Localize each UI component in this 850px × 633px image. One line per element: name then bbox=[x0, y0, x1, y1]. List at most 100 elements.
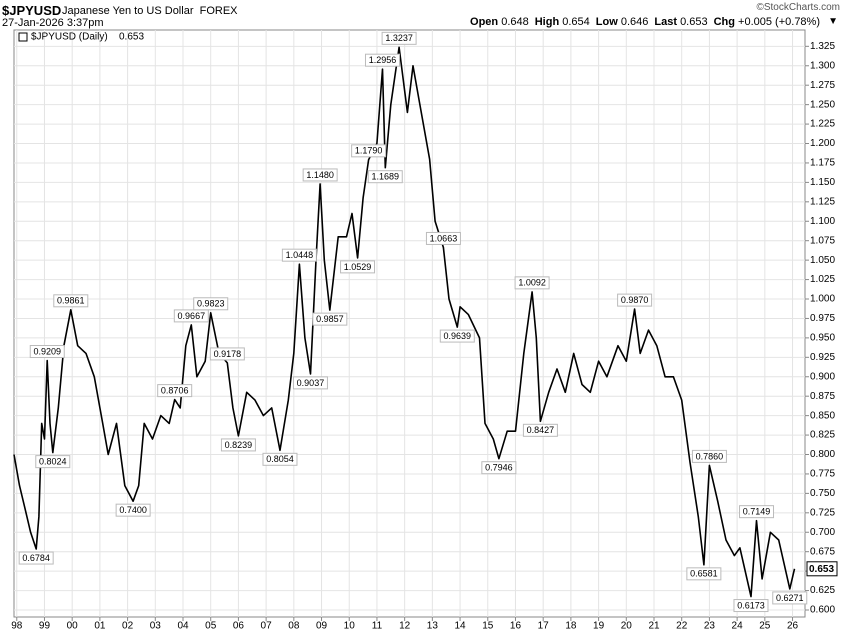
annotation-label: 1.1480 bbox=[306, 170, 334, 180]
x-tick-label: 05 bbox=[205, 621, 217, 632]
y-tick-label: 1.225 bbox=[810, 119, 835, 130]
annotation-box bbox=[351, 144, 387, 158]
annotation-box bbox=[292, 376, 328, 390]
annotation-label: 0.7149 bbox=[743, 507, 771, 517]
annotation-label: 0.9870 bbox=[621, 295, 649, 305]
quote-value: 0.654 bbox=[562, 16, 590, 28]
annotation-label: 0.6173 bbox=[737, 600, 765, 610]
annotation-box bbox=[340, 260, 376, 274]
x-tick-label: 99 bbox=[39, 621, 51, 632]
timestamp: 27-Jan-2026 3:37pm bbox=[2, 17, 104, 29]
annotation-box bbox=[302, 168, 338, 182]
x-tick-label: 20 bbox=[621, 621, 633, 632]
annotation-label: 1.3237 bbox=[385, 33, 413, 43]
annotation-label: 0.6581 bbox=[690, 569, 718, 579]
y-tick-label: 0.975 bbox=[810, 313, 835, 324]
annotation-box bbox=[18, 551, 54, 565]
annotation-box bbox=[157, 384, 193, 398]
x-tick-label: 09 bbox=[316, 621, 328, 632]
annotation-box bbox=[381, 31, 417, 45]
annotation-label: 1.1790 bbox=[355, 146, 383, 156]
x-tick-label: 21 bbox=[648, 621, 660, 632]
annotation-box bbox=[425, 231, 461, 245]
x-tick-label: 10 bbox=[344, 621, 356, 632]
x-tick-label: 24 bbox=[732, 621, 744, 632]
symbol: $JPYUSD bbox=[2, 3, 62, 18]
y-tick-label: 0.700 bbox=[810, 527, 835, 538]
y-tick-label: 0.725 bbox=[810, 507, 835, 518]
y-tick-label: 0.775 bbox=[810, 469, 835, 480]
annotation-box bbox=[281, 248, 317, 262]
annotation-label: 0.9639 bbox=[444, 331, 472, 341]
annotation-box bbox=[53, 294, 89, 308]
annotation-label: 0.7860 bbox=[696, 451, 724, 461]
y-tick-label: 0.800 bbox=[810, 449, 835, 460]
x-tick-label: 13 bbox=[427, 621, 439, 632]
annotation-label: 1.2956 bbox=[369, 55, 397, 65]
y-tick-label: 1.175 bbox=[810, 158, 835, 169]
name: Japanese Yen to US Dollar bbox=[62, 5, 194, 17]
annotation-box bbox=[686, 567, 722, 581]
y-tick-label: 0.850 bbox=[810, 410, 835, 421]
y-tick-label: 1.300 bbox=[810, 60, 835, 71]
quote-value: +0.005 (+0.78%) bbox=[738, 16, 820, 28]
annotation-label: 0.9861 bbox=[57, 296, 85, 306]
annotation-label: 0.9037 bbox=[297, 378, 325, 388]
annotation-box bbox=[691, 449, 727, 463]
annotation-label: 0.9823 bbox=[197, 299, 225, 309]
annotation-label: 1.0092 bbox=[518, 278, 546, 288]
last-price-label: 0.653 bbox=[809, 564, 834, 575]
x-tick-label: 02 bbox=[122, 621, 134, 632]
quote-value: 0.653 bbox=[680, 16, 708, 28]
last-price-box bbox=[806, 561, 838, 577]
plot-area bbox=[13, 29, 806, 618]
x-tick-label: 98 bbox=[11, 621, 23, 632]
x-tick-label: 08 bbox=[288, 621, 300, 632]
annotation-box bbox=[481, 461, 517, 475]
dropdown[interactable]: ▼ bbox=[828, 16, 838, 27]
x-tick-label: 14 bbox=[455, 621, 467, 632]
annotation-label: 0.7400 bbox=[119, 505, 147, 515]
copyright: ©StockCharts.com bbox=[756, 2, 840, 13]
annotation-label: 1.0663 bbox=[430, 233, 458, 243]
x-tick-label: 22 bbox=[676, 621, 688, 632]
x-tick-label: 06 bbox=[233, 621, 245, 632]
legend-value: 0.653 bbox=[119, 32, 144, 43]
quote-label: Low bbox=[595, 16, 618, 28]
y-tick-label: 1.050 bbox=[810, 255, 835, 266]
y-tick-label: 1.250 bbox=[810, 99, 835, 110]
x-tick-label: 01 bbox=[94, 621, 106, 632]
quote-label: High bbox=[534, 16, 560, 28]
x-tick-label: 17 bbox=[538, 621, 550, 632]
quote-label: Chg bbox=[713, 16, 735, 28]
annotation-label: 0.8239 bbox=[225, 440, 253, 450]
annotation-label: 0.8054 bbox=[266, 454, 294, 464]
y-tick-label: 0.950 bbox=[810, 333, 835, 344]
annotation-box bbox=[439, 329, 475, 343]
annotation-label: 0.8024 bbox=[39, 457, 67, 467]
x-tick-label: 07 bbox=[261, 621, 273, 632]
y-tick-label: 0.875 bbox=[810, 391, 835, 402]
x-tick-label: 15 bbox=[482, 621, 494, 632]
y-tick-label: 0.825 bbox=[810, 430, 835, 441]
annotation-box bbox=[262, 452, 298, 466]
annotation-label: 0.8706 bbox=[161, 385, 189, 395]
annotation-box bbox=[29, 345, 65, 359]
annotation-box bbox=[220, 438, 256, 452]
annotation-box bbox=[772, 591, 808, 605]
annotation-box bbox=[739, 505, 775, 519]
y-tick-label: 0.900 bbox=[810, 371, 835, 382]
annotation-label: 0.8427 bbox=[527, 425, 555, 435]
annotation-box bbox=[35, 455, 71, 469]
annotation-box bbox=[173, 309, 209, 323]
annotation-label: 1.0448 bbox=[286, 250, 314, 260]
annotation-box bbox=[522, 423, 558, 437]
annotation-box bbox=[193, 297, 229, 311]
annotation-box bbox=[367, 170, 403, 184]
annotation-box bbox=[115, 503, 151, 517]
x-tick-label: 11 bbox=[372, 621, 383, 632]
annotation-box bbox=[209, 347, 245, 361]
price-line bbox=[13, 46, 796, 598]
y-tick-label: 0.925 bbox=[810, 352, 835, 363]
